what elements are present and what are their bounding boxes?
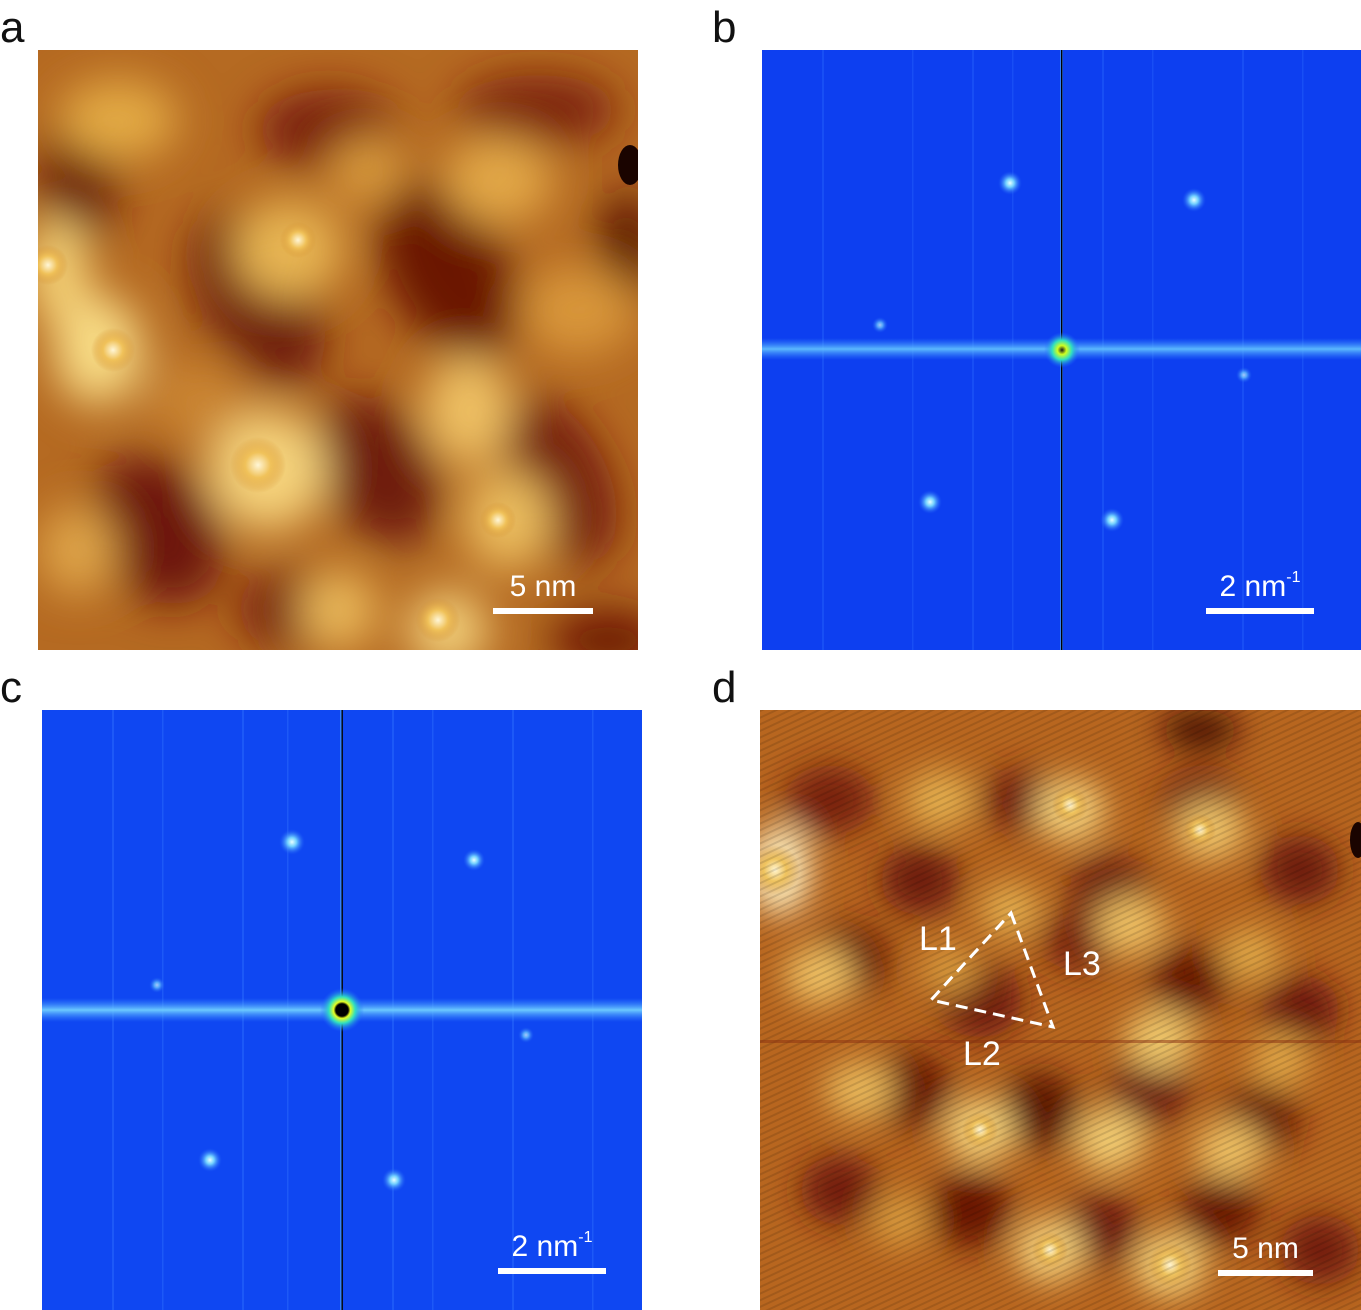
panel-d-svg bbox=[760, 710, 1361, 1310]
panel-a-topography-image: 5 nm bbox=[38, 50, 638, 650]
label-l1: L1 bbox=[919, 920, 957, 958]
panel-letter-d: d bbox=[712, 663, 737, 712]
panel-letter-c: c bbox=[0, 663, 22, 712]
panel-a-svg bbox=[38, 50, 638, 650]
panel-letter-a: a bbox=[0, 3, 25, 52]
panel-b-scalebar: 2 nm-1 bbox=[1206, 569, 1314, 614]
panel-c-fft-image: 2 nm-1 bbox=[42, 710, 642, 1310]
panel-d-scalebar-label: 5 nm bbox=[1232, 1232, 1299, 1265]
panel-b-scalebar-label: 2 nm-1 bbox=[1219, 569, 1301, 603]
panel-c-svg bbox=[42, 710, 642, 1310]
panel-d-scalebar: 5 nm bbox=[1218, 1234, 1313, 1276]
panel-c-scalebar-bar bbox=[498, 1268, 606, 1274]
label-l3: L3 bbox=[1063, 945, 1101, 983]
triangle-outline bbox=[928, 910, 1056, 1030]
panel-a-scalebar-bar bbox=[493, 608, 593, 614]
panel-d-scalebar-bar bbox=[1218, 1270, 1313, 1276]
panel-b-fft-image: 2 nm-1 bbox=[762, 50, 1361, 650]
panel-d-topography-image: L1 L3 L2 5 nm bbox=[760, 710, 1361, 1310]
panel-b-scalebar-bar bbox=[1206, 608, 1314, 614]
panel-b-svg bbox=[762, 50, 1361, 650]
label-l2: L2 bbox=[963, 1035, 1001, 1073]
panel-a-scalebar: 5 nm bbox=[493, 572, 593, 614]
panel-a-scalebar-label: 5 nm bbox=[509, 570, 577, 603]
panel-c-scalebar: 2 nm-1 bbox=[498, 1229, 606, 1274]
panel-letter-b: b bbox=[712, 3, 737, 52]
panel-c-scalebar-label: 2 nm-1 bbox=[511, 1229, 593, 1263]
